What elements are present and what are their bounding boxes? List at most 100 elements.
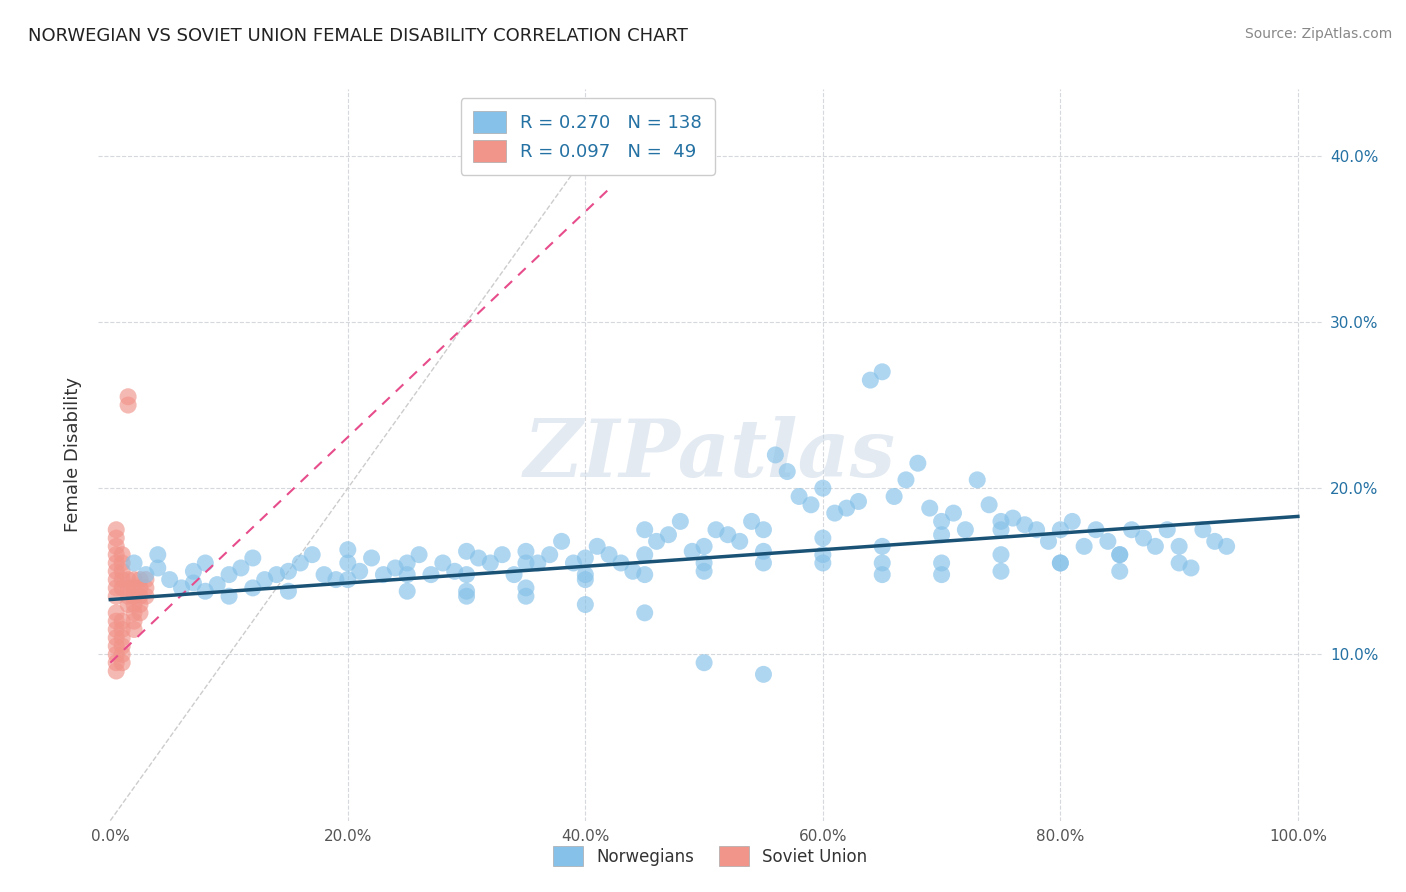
- Point: [1156, 523, 1178, 537]
- Point: [218, 567, 240, 582]
- Point: [931, 527, 953, 541]
- Point: [776, 465, 799, 479]
- Point: [1108, 548, 1130, 562]
- Text: NORWEGIAN VS SOVIET UNION FEMALE DISABILITY CORRELATION CHART: NORWEGIAN VS SOVIET UNION FEMALE DISABIL…: [28, 27, 688, 45]
- Point: [990, 564, 1012, 578]
- Point: [105, 531, 128, 545]
- Point: [586, 539, 609, 553]
- Point: [990, 548, 1012, 562]
- Point: [105, 523, 128, 537]
- Point: [990, 523, 1012, 537]
- Point: [693, 539, 716, 553]
- Point: [1073, 539, 1095, 553]
- Point: [420, 567, 443, 582]
- Point: [129, 598, 152, 612]
- Point: [479, 556, 502, 570]
- Point: [610, 556, 633, 570]
- Point: [456, 584, 478, 599]
- Point: [1168, 556, 1191, 570]
- Point: [1038, 534, 1060, 549]
- Point: [205, 577, 228, 591]
- Point: [266, 567, 288, 582]
- Point: [396, 584, 419, 599]
- Point: [870, 556, 893, 570]
- Point: [443, 564, 465, 578]
- Point: [741, 515, 763, 529]
- Point: [562, 556, 585, 570]
- Point: [111, 573, 134, 587]
- Point: [360, 551, 382, 566]
- Point: [105, 564, 128, 578]
- Point: [170, 581, 193, 595]
- Point: [117, 398, 139, 412]
- Point: [111, 581, 134, 595]
- Point: [931, 567, 953, 582]
- Point: [312, 567, 335, 582]
- Point: [693, 556, 716, 570]
- Point: [574, 573, 596, 587]
- Point: [117, 589, 139, 603]
- Point: [117, 573, 139, 587]
- Point: [645, 534, 668, 549]
- Point: [111, 556, 134, 570]
- Point: [598, 548, 620, 562]
- Point: [301, 548, 323, 562]
- Point: [277, 564, 299, 578]
- Point: [942, 506, 965, 520]
- Point: [990, 515, 1012, 529]
- Point: [135, 581, 157, 595]
- Point: [1049, 523, 1071, 537]
- Point: [634, 523, 657, 537]
- Point: [456, 589, 478, 603]
- Point: [931, 556, 953, 570]
- Point: [503, 567, 526, 582]
- Point: [277, 584, 299, 599]
- Point: [907, 456, 929, 470]
- Point: [122, 606, 145, 620]
- Point: [105, 664, 128, 678]
- Point: [111, 614, 134, 628]
- Y-axis label: Female Disability: Female Disability: [65, 377, 83, 533]
- Point: [135, 567, 157, 582]
- Point: [194, 584, 217, 599]
- Point: [105, 589, 128, 603]
- Point: [681, 544, 703, 558]
- Point: [432, 556, 454, 570]
- Point: [105, 581, 128, 595]
- Point: [752, 667, 775, 681]
- Point: [218, 589, 240, 603]
- Point: [870, 567, 893, 582]
- Point: [800, 498, 823, 512]
- Point: [894, 473, 917, 487]
- Point: [122, 573, 145, 587]
- Point: [396, 567, 419, 582]
- Point: [111, 656, 134, 670]
- Point: [105, 614, 128, 628]
- Point: [1049, 556, 1071, 570]
- Point: [111, 631, 134, 645]
- Point: [105, 648, 128, 662]
- Point: [1049, 556, 1071, 570]
- Point: [1121, 523, 1143, 537]
- Point: [129, 606, 152, 620]
- Point: [634, 606, 657, 620]
- Point: [229, 561, 252, 575]
- Point: [183, 564, 205, 578]
- Point: [373, 567, 395, 582]
- Point: [1144, 539, 1167, 553]
- Point: [811, 531, 834, 545]
- Point: [574, 567, 596, 582]
- Point: [1025, 523, 1047, 537]
- Point: [1192, 523, 1215, 537]
- Point: [129, 573, 152, 587]
- Point: [159, 573, 181, 587]
- Point: [129, 589, 152, 603]
- Point: [456, 567, 478, 582]
- Point: [728, 534, 751, 549]
- Point: [105, 556, 128, 570]
- Point: [1014, 517, 1036, 532]
- Point: [336, 542, 359, 557]
- Point: [515, 581, 537, 595]
- Legend: Norwegians, Soviet Union: Norwegians, Soviet Union: [541, 835, 879, 878]
- Point: [117, 390, 139, 404]
